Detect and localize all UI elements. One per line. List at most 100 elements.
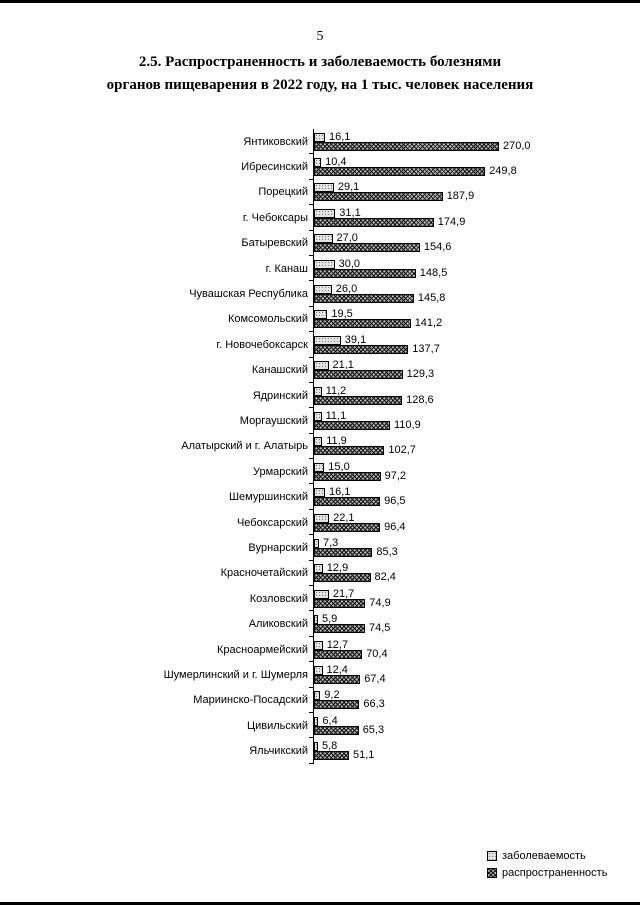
category-bars: 5,8 51,1 [309, 738, 640, 765]
incidence-value-label: 9,2 [324, 689, 340, 702]
incidence-bar-line: 39,1 [314, 334, 640, 345]
prevalence-value-label: 74,5 [369, 622, 391, 635]
incidence-value-label: 12,7 [326, 638, 349, 651]
incidence-bar [314, 564, 323, 574]
prevalence-bar-line: 270,0 [314, 140, 640, 151]
chart-row: г. Чебоксары 31,1 174,9 [0, 205, 640, 231]
legend-swatch-incidence-icon [487, 851, 497, 861]
chart-row: Чувашская Республика 26,0 145,8 [0, 281, 640, 308]
prevalence-value-label: 145,8 [417, 292, 446, 305]
category-label: Козловский [249, 592, 308, 605]
prevalence-bar [314, 167, 486, 177]
category-label: Цивильский [246, 719, 308, 732]
category-label: Вурнарский [248, 541, 308, 554]
prevalence-bar [314, 700, 360, 710]
chart-row: Канашский 21,1 129,3 [0, 357, 640, 384]
prevalence-value-label: 97,2 [384, 469, 407, 482]
prevalence-bar-line: 154,6 [314, 242, 640, 253]
prevalence-bar [314, 268, 416, 278]
prevalence-bar [314, 420, 390, 430]
incidence-value-label: 5,9 [322, 613, 338, 626]
chart-row: Ядринский 11,2 128,6 [0, 382, 640, 409]
category-bars: 11,1 110,9 [309, 408, 640, 435]
prevalence-bar [314, 598, 366, 608]
category-label: Комсомольский [227, 313, 308, 326]
incidence-bar-line: 29,1 [314, 182, 640, 193]
incidence-bar-line: 12,7 [314, 638, 640, 651]
chart-row: Вурнарский 7,3 85,3 [0, 535, 640, 562]
incidence-bar [314, 335, 341, 345]
title-line-1: 2.5. Распространенность и заболеваемость… [138, 54, 502, 70]
prevalence-bar-line: 85,3 [314, 545, 640, 558]
incidence-value-label: 19,5 [331, 308, 353, 321]
prevalence-bar-line: 141,2 [314, 318, 640, 329]
chart-row: Порецкий 29,1 187,9 [0, 179, 640, 206]
category-bars: 22,1 96,4 [309, 509, 640, 536]
category-label: Батыревский [241, 237, 308, 250]
category-label: Яльчикский [249, 745, 308, 758]
chart-row: Алатырский и г. Алатырь 11,9 102,7 [0, 433, 640, 460]
incidence-bar [314, 285, 332, 295]
category-label: Красночетайский [220, 567, 308, 580]
category-label: Ибресинский [241, 161, 308, 174]
incidence-bar-line: 21,7 [314, 588, 640, 599]
prevalence-bar [314, 497, 381, 507]
category-bars: 11,2 128,6 [309, 382, 640, 409]
category-bars: 10,4 249,8 [309, 154, 640, 181]
incidence-bar [314, 589, 329, 599]
category-bars: 6,4 65,3 [309, 712, 640, 739]
prevalence-bar-line: 51,1 [314, 750, 640, 761]
incidence-bar-line: 11,9 [314, 436, 640, 447]
prevalence-bar-line: 82,4 [314, 572, 640, 583]
incidence-bar [314, 640, 323, 650]
incidence-value-label: 21,1 [332, 359, 354, 372]
incidence-value-label: 12,4 [326, 663, 348, 676]
category-label: Аликовский [248, 618, 308, 631]
prevalence-value-label: 96,5 [384, 495, 406, 508]
incidence-value-label: 16,1 [329, 130, 351, 143]
prevalence-bar-line: 129,3 [314, 368, 640, 381]
incidence-bar-line: 16,1 [314, 487, 640, 498]
incidence-bar [314, 411, 322, 421]
incidence-bar-line: 26,0 [314, 284, 640, 295]
category-label: Чебоксарский [236, 516, 308, 529]
incidence-bar-line: 12,4 [314, 663, 640, 676]
category-label: Красноармейский [217, 643, 308, 656]
prevalence-value-label: 85,3 [376, 545, 398, 558]
legend-swatch-prevalence-icon [487, 868, 497, 878]
prevalence-bar [314, 573, 371, 583]
category-label: Порецкий [258, 186, 308, 199]
prevalence-bar [314, 751, 349, 761]
prevalence-value-label: 148,5 [419, 266, 448, 279]
incidence-bar-line: 16,1 [314, 130, 640, 143]
title-line-2: органов пищеварения в 2022 году, на 1 ты… [106, 77, 534, 94]
incidence-bar [314, 386, 322, 396]
prevalence-value-label: 187,9 [446, 190, 475, 203]
category-label: Шумерлинский и г. Шумерля [163, 668, 308, 681]
category-label: Шемуршинский [228, 491, 308, 504]
prevalence-bar [314, 725, 359, 735]
chart-row: Ибресинский 10,4 249,8 [0, 154, 640, 181]
prevalence-bar [314, 471, 381, 481]
prevalence-bar [314, 192, 443, 202]
prevalence-value-label: 129,3 [406, 368, 435, 381]
incidence-bar [314, 234, 333, 244]
category-bars: 12,9 82,4 [309, 560, 640, 587]
incidence-bar [314, 437, 323, 447]
prevalence-value-label: 174,9 [437, 215, 466, 228]
prevalence-bar [314, 344, 409, 354]
incidence-value-label: 11,1 [325, 409, 347, 422]
prevalence-value-label: 65,3 [362, 723, 385, 736]
category-label: Канашский [251, 364, 308, 377]
incidence-bar [314, 361, 329, 371]
prevalence-value-label: 96,4 [384, 520, 406, 533]
category-bars: 29,1 187,9 [309, 179, 640, 206]
category-bars: 16,1 96,5 [309, 484, 640, 511]
category-label: Урмарский [252, 465, 308, 478]
prevalence-bar-line: 74,5 [314, 622, 640, 635]
incidence-bar [314, 208, 336, 218]
incidence-bar-line: 9,2 [314, 689, 640, 702]
category-label: Янтиковский [243, 135, 308, 148]
incidence-value-label: 5,8 [322, 740, 338, 753]
